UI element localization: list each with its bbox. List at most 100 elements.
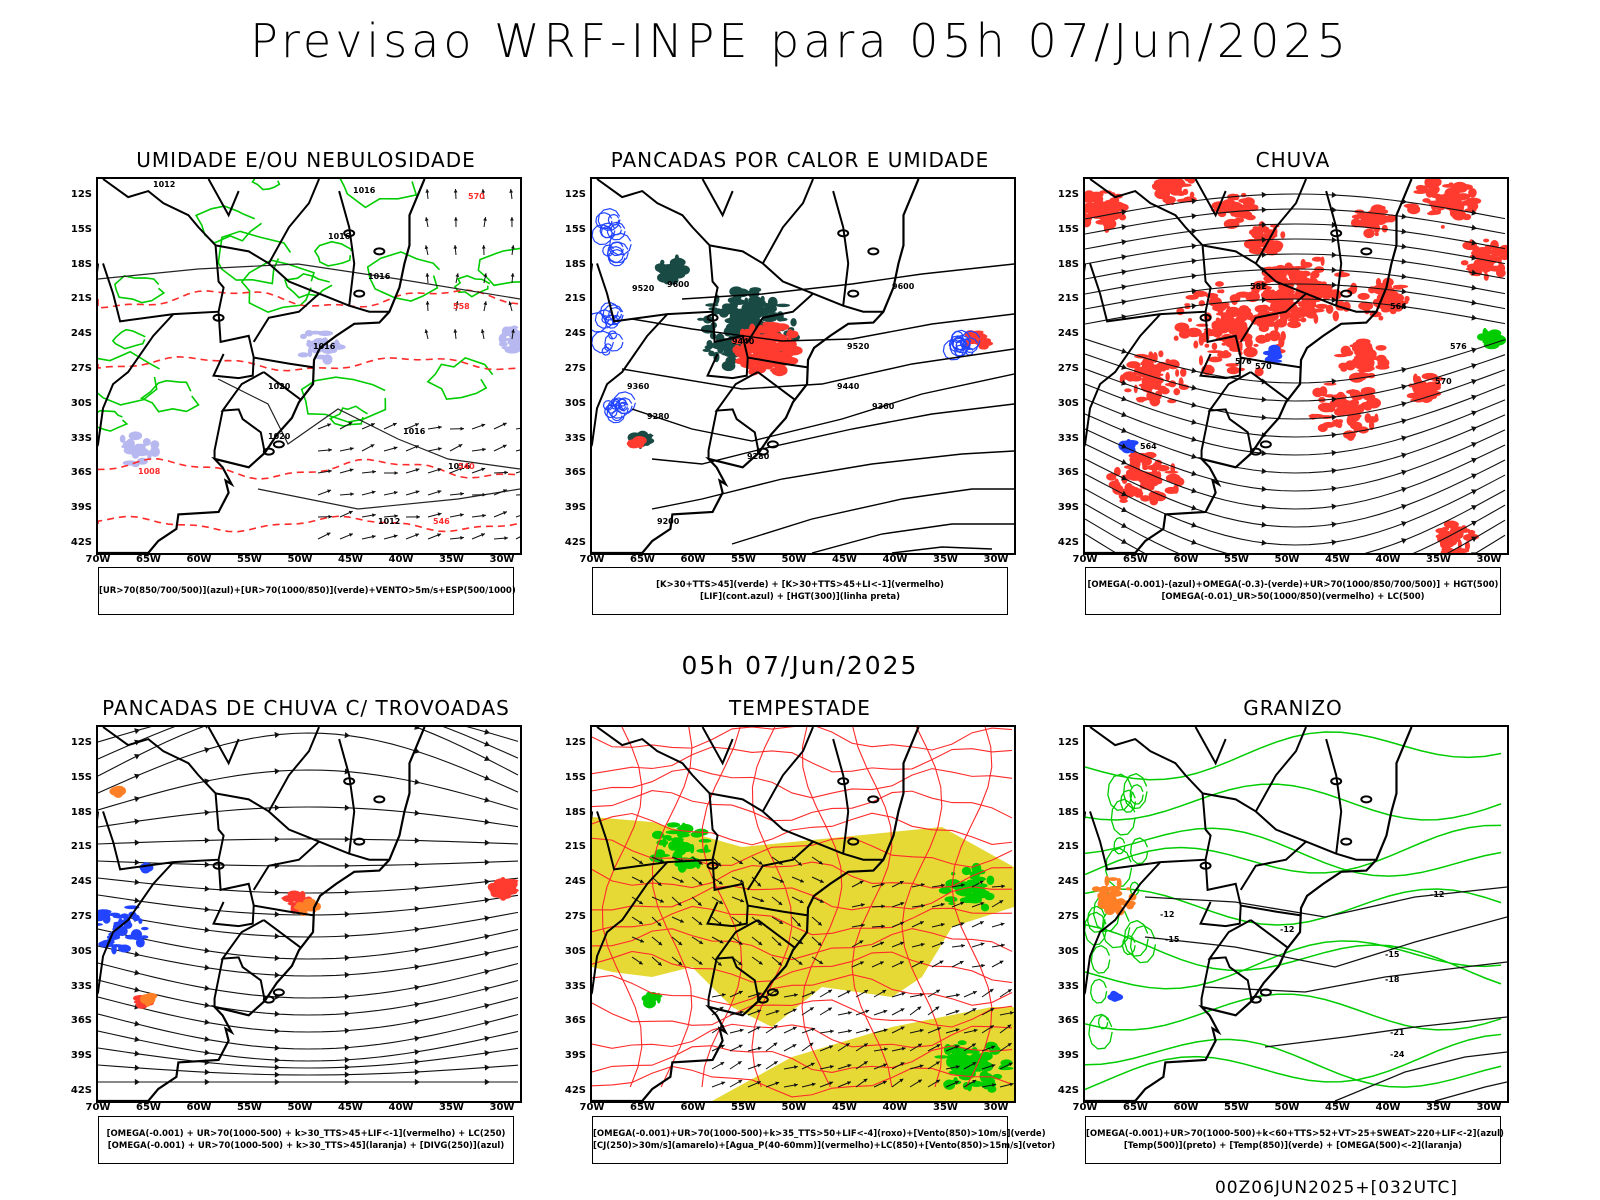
contour-line bbox=[602, 399, 614, 411]
shaded-area bbox=[704, 345, 713, 350]
shaded-area bbox=[772, 323, 787, 328]
contour-line bbox=[426, 357, 494, 400]
shaded-area bbox=[1493, 247, 1507, 256]
lon-tick-label: 45W bbox=[338, 1102, 363, 1113]
shaded-area bbox=[1233, 193, 1240, 201]
shaded-area bbox=[1407, 204, 1421, 215]
wind-arrow bbox=[414, 1059, 420, 1066]
shaded-area bbox=[756, 364, 767, 374]
lon-tick-label: 35W bbox=[439, 554, 464, 565]
shaded-area bbox=[1315, 303, 1329, 309]
wind-arrow bbox=[1331, 236, 1337, 244]
shaded-area bbox=[1186, 327, 1202, 338]
wind-arrow bbox=[1401, 538, 1407, 544]
shaded-area bbox=[1256, 319, 1271, 328]
shaded-area bbox=[1242, 197, 1255, 207]
shaded-area bbox=[1376, 282, 1393, 294]
lon-tick-label: 40W bbox=[1375, 1102, 1401, 1113]
shaded-area bbox=[1148, 351, 1154, 361]
wind-arrow bbox=[1121, 299, 1127, 306]
shaded-area bbox=[297, 904, 310, 911]
shaded-area bbox=[1356, 404, 1369, 408]
wind-arrow bbox=[1121, 490, 1127, 497]
shaded-area bbox=[1456, 193, 1471, 201]
shaded-area bbox=[1360, 348, 1377, 360]
shaded-area bbox=[106, 934, 121, 940]
shaded-area bbox=[1483, 238, 1490, 243]
contour-label: 564 bbox=[1390, 302, 1407, 311]
lat-tick-label: 24S bbox=[70, 328, 92, 340]
shaded-area bbox=[111, 944, 117, 955]
shaded-area bbox=[790, 318, 797, 327]
shaded-area bbox=[1385, 217, 1394, 222]
shaded-area bbox=[1327, 402, 1336, 413]
wind-arrow bbox=[1191, 436, 1197, 442]
wind-arrow bbox=[274, 1056, 280, 1064]
shaded-area bbox=[1220, 314, 1226, 319]
shaded-area bbox=[1135, 396, 1149, 402]
wind-arrow bbox=[1261, 296, 1267, 303]
contour-label: 9600 bbox=[667, 280, 690, 289]
shaded-area bbox=[1270, 304, 1276, 309]
contour-line bbox=[592, 311, 608, 333]
lon-tick-label: 40W bbox=[388, 554, 414, 565]
wind-arrow bbox=[1261, 414, 1267, 421]
map-canvas: 1012 1016 1016 1016 1016 1020 1020 1016 1016 1012… bbox=[98, 179, 520, 553]
shaded-area bbox=[1425, 179, 1431, 185]
wind-arrow bbox=[414, 727, 420, 730]
contour-line bbox=[621, 348, 1014, 390]
lat-tick-label: 21S bbox=[564, 293, 586, 305]
shaded-area bbox=[1233, 324, 1249, 333]
shaded-area bbox=[972, 888, 988, 899]
shaded-area bbox=[671, 277, 676, 281]
shaded-area bbox=[1311, 256, 1323, 262]
wind-arrow bbox=[204, 1078, 210, 1086]
contour-line bbox=[811, 523, 1014, 553]
shaded-area bbox=[1292, 303, 1298, 314]
lon-tick-label: 55W bbox=[237, 1102, 262, 1113]
lat-tick-label: 21S bbox=[564, 841, 586, 853]
shaded-area bbox=[1165, 372, 1170, 382]
wind-arrow bbox=[1261, 539, 1267, 546]
contour-label: -12 bbox=[1280, 925, 1294, 934]
lat-tick-label: 30S bbox=[70, 945, 92, 957]
shaded-area bbox=[1235, 316, 1245, 324]
shaded-area bbox=[102, 914, 111, 924]
shaded-area bbox=[705, 325, 713, 331]
wind-arrow bbox=[344, 1064, 350, 1071]
shaded-area bbox=[1352, 341, 1369, 346]
shaded-area bbox=[782, 354, 793, 363]
contour-label: -24 bbox=[1390, 1050, 1405, 1059]
wind-arrow bbox=[1471, 536, 1477, 542]
contour-label: 576 bbox=[1450, 342, 1467, 351]
shaded-area bbox=[740, 308, 757, 314]
lon-tick-label: 65W bbox=[630, 554, 655, 565]
shaded-area bbox=[680, 848, 692, 853]
shaded-area bbox=[651, 994, 663, 998]
contour-line bbox=[1085, 1033, 1502, 1091]
panel-title: TEMPESTADE bbox=[729, 696, 871, 720]
shaded-area bbox=[108, 912, 121, 917]
lon-tick-label: 50W bbox=[287, 554, 313, 565]
shaded-area bbox=[1374, 214, 1388, 225]
contour-line bbox=[98, 1047, 519, 1069]
wind-arrow bbox=[134, 773, 140, 780]
contour-label: 9520 bbox=[847, 342, 870, 351]
shaded-area bbox=[1195, 323, 1209, 327]
wind-arrow bbox=[344, 954, 350, 961]
wind-arrow bbox=[484, 986, 490, 993]
shaded-area bbox=[961, 1057, 976, 1065]
lat-tick-label: 27S bbox=[1057, 363, 1079, 374]
wind-arrow bbox=[204, 1049, 210, 1056]
wind-arrow bbox=[1261, 251, 1267, 258]
wind-arrow bbox=[1121, 443, 1127, 449]
contour-line bbox=[1087, 905, 1106, 933]
shaded-area bbox=[666, 822, 681, 828]
wind-arrow bbox=[1191, 303, 1197, 310]
shaded-area bbox=[1178, 379, 1184, 386]
wind-arrow bbox=[204, 837, 210, 844]
lon-tick-label: 70W bbox=[1072, 554, 1098, 565]
lat-tick-label: 39S bbox=[1057, 1050, 1079, 1062]
shaded-area bbox=[98, 923, 103, 926]
shaded-area bbox=[1430, 192, 1439, 199]
